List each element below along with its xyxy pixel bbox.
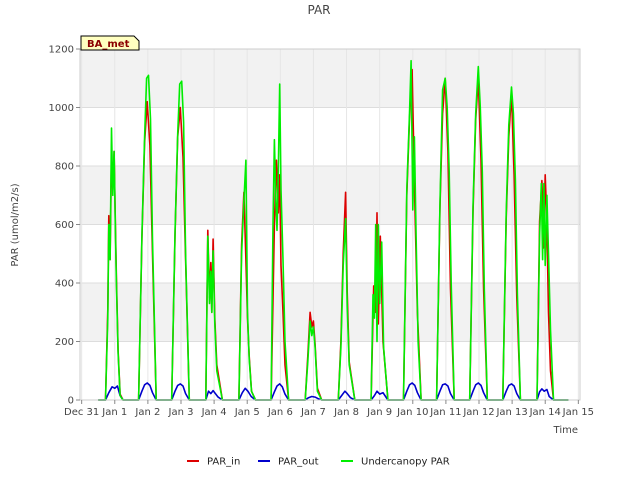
chart-title: PAR — [307, 3, 330, 17]
y-tick-label: 1200 — [49, 45, 74, 56]
y-tick-labels: 0 200 400 600 800 1000 1200 — [49, 45, 74, 407]
x-tick-label: Jan 3 — [168, 407, 194, 418]
annotation-badge: BA_met — [80, 35, 140, 51]
y-tick-label: 0 — [68, 396, 74, 407]
y-axis-label: PAR (umol/m2/s) — [10, 183, 21, 266]
x-tick-label: Jan 2 — [134, 407, 160, 418]
x-tick-label: Jan 12 — [462, 407, 494, 418]
y-tick-label: 600 — [55, 220, 74, 231]
grid-band — [80, 166, 580, 225]
legend-label: PAR_out — [278, 457, 319, 468]
annotation-badge-box — [80, 35, 140, 51]
x-tick-label: Jan 9 — [366, 407, 392, 418]
y-tick-label: 400 — [55, 279, 74, 290]
grid-band — [80, 49, 580, 108]
legend-label: Undercanopy PAR — [361, 457, 450, 468]
x-tick-label: Jan 14 — [529, 407, 561, 418]
x-tick-label: Jan 1 — [101, 407, 127, 418]
legend: PAR_in PAR_out Undercanopy PAR — [187, 457, 450, 468]
x-tick-label: Jan 10 — [396, 407, 428, 418]
y-tick-label: 800 — [55, 162, 74, 173]
annotation-badge-text: BA_met — [87, 39, 130, 50]
x-axis-label: Time — [553, 425, 578, 436]
x-tick-label: Jan 5 — [234, 407, 260, 418]
x-tick-label: Jan 13 — [495, 407, 527, 418]
y-tick-label: 200 — [55, 337, 74, 348]
legend-label: PAR_in — [207, 457, 240, 468]
x-tick-label: Jan 11 — [429, 407, 461, 418]
x-tick-label: Jan 4 — [201, 407, 227, 418]
x-tick-labels: Dec 31 Jan 1 Jan 2 Jan 3 Jan 4 Jan 5 Jan 6 Jan … — [64, 407, 594, 418]
y-tick-label: 1000 — [49, 103, 74, 114]
x-tick-label: Dec 31 — [64, 407, 99, 418]
grid-band — [80, 283, 580, 342]
x-tick-label: Jan 7 — [300, 407, 326, 418]
axes — [76, 48, 581, 404]
x-tick-label: Jan 15 — [562, 407, 594, 418]
x-tick-label: Jan 6 — [267, 407, 293, 418]
x-tick-label: Jan 8 — [333, 407, 359, 418]
